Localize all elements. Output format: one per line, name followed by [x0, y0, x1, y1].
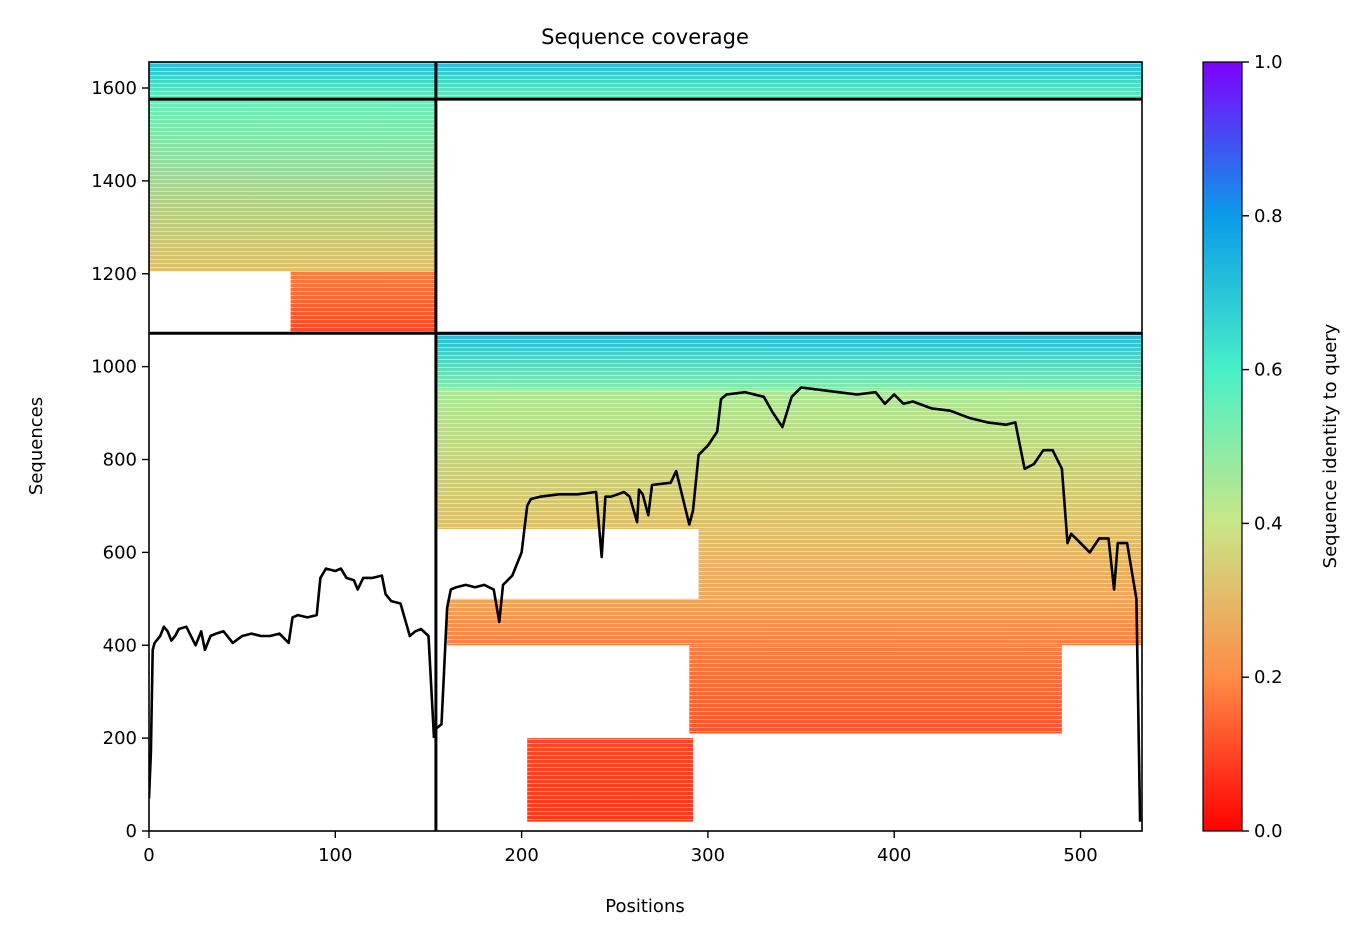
- y-tick-label: 1000: [91, 357, 137, 378]
- coverage-block-streaks: [689, 645, 1062, 734]
- colorbar-tick-label: 0.2: [1254, 667, 1283, 688]
- colorbar-tick-label: 0.4: [1254, 513, 1283, 534]
- plot-area: [149, 62, 1142, 831]
- x-axis-label: Positions: [605, 896, 684, 917]
- y-tick-label: 1200: [91, 264, 137, 285]
- coverage-block-streaks: [447, 598, 1142, 646]
- y-tick-label: 0: [126, 821, 137, 842]
- x-axis-ticks: 0 100 200 300 400 500: [143, 831, 1098, 866]
- coverage-block-streaks: [435, 333, 1142, 390]
- coverage-line: [435, 386, 1142, 822]
- coverage-line: [149, 567, 436, 799]
- colorbar-ticks: 0.0 0.2 0.4 0.6 0.8 1.0: [1242, 52, 1283, 842]
- coverage-block-streaks: [435, 62, 1142, 100]
- coverage-blocks: [149, 62, 1142, 822]
- coverage-block-streaks: [149, 99, 436, 272]
- plot-frame: [148, 61, 1143, 832]
- colorbar-bar: [1202, 61, 1243, 832]
- x-tick-label: 200: [504, 845, 538, 866]
- y-tick-label: 200: [103, 728, 137, 749]
- x-tick-label: 300: [691, 845, 725, 866]
- coverage-block-streaks: [290, 271, 436, 334]
- chart-title: Sequence coverage: [541, 25, 749, 49]
- x-tick-label: 400: [877, 845, 911, 866]
- y-tick-label: 1400: [91, 171, 137, 192]
- block-boundaries: [149, 62, 1142, 831]
- coverage-block-streaks: [435, 389, 1142, 530]
- y-tick-label: 800: [103, 450, 137, 471]
- y-tick-label: 400: [103, 635, 137, 656]
- coverage-block-streaks: [149, 62, 436, 100]
- x-tick-label: 0: [143, 845, 154, 866]
- coverage-block-streaks: [527, 738, 694, 822]
- colorbar: 0.0 0.2 0.4 0.6 0.8 1.0 Sequence identity to …: [1202, 52, 1341, 842]
- y-axis-ticks: 0 200 400 600 800 1000 1200 1400 1600: [91, 78, 149, 842]
- y-tick-label: 1600: [91, 78, 137, 99]
- x-tick-label: 100: [318, 845, 352, 866]
- colorbar-tick-label: 1.0: [1254, 52, 1283, 73]
- x-tick-label: 500: [1063, 845, 1097, 866]
- colorbar-tick-label: 0.0: [1254, 821, 1283, 842]
- y-tick-label: 600: [103, 542, 137, 563]
- y-axis-label: Sequences: [26, 397, 47, 495]
- coverage-lines: [149, 386, 1142, 822]
- colorbar-tick-label: 0.8: [1254, 206, 1283, 227]
- colorbar-label: Sequence identity to query: [1320, 323, 1341, 568]
- colorbar-tick-label: 0.6: [1254, 360, 1283, 381]
